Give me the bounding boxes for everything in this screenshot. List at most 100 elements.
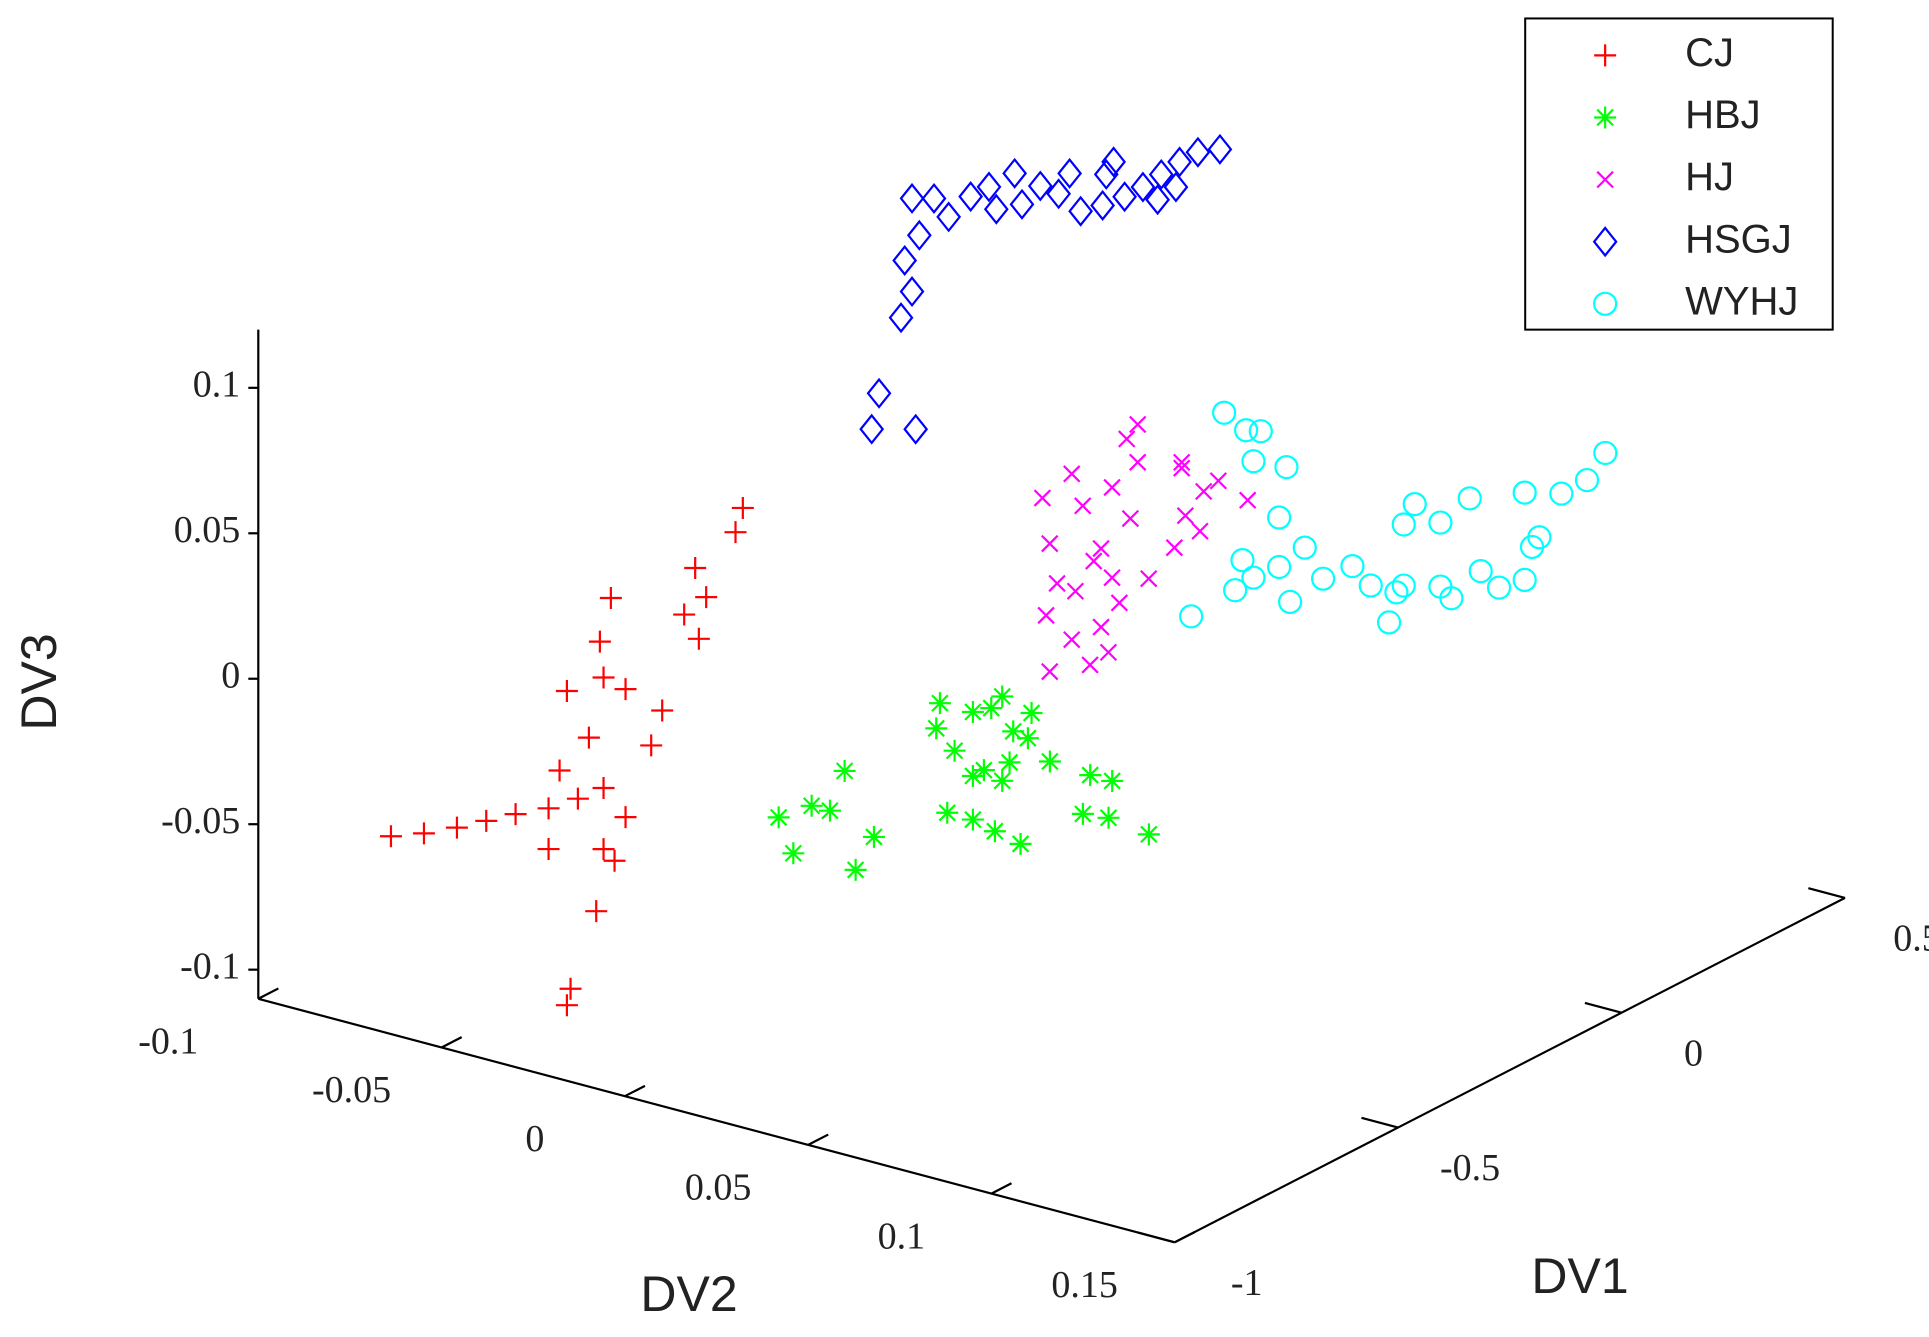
point	[1101, 146, 1127, 178]
point	[379, 825, 402, 848]
x-tick	[1584, 1001, 1622, 1014]
point	[1267, 505, 1292, 530]
y-tick-label: -0.05	[312, 1069, 391, 1111]
point	[1191, 522, 1209, 540]
legend-label: HJ	[1685, 155, 1734, 199]
z-tick-label: -0.1	[180, 945, 240, 987]
point	[1209, 472, 1228, 490]
y-axis-line	[258, 997, 1175, 1244]
legend-label: HBJ	[1685, 93, 1761, 137]
point	[1194, 482, 1213, 501]
point	[961, 700, 984, 723]
point	[800, 794, 823, 817]
point	[559, 977, 582, 1000]
point	[555, 994, 578, 1017]
point	[1130, 171, 1156, 203]
point	[1027, 170, 1053, 202]
point	[1002, 157, 1028, 189]
point	[1173, 453, 1191, 472]
point	[1248, 419, 1273, 444]
point	[1176, 506, 1195, 525]
point	[1527, 525, 1552, 550]
y-axis-title: DV2	[640, 1266, 737, 1322]
point	[1099, 643, 1118, 662]
point	[936, 801, 959, 824]
point	[592, 666, 615, 689]
point	[1041, 534, 1059, 553]
point	[1173, 459, 1191, 477]
point	[614, 806, 637, 829]
point	[983, 193, 1009, 225]
point	[687, 627, 710, 650]
point	[1118, 430, 1136, 448]
point	[1512, 480, 1537, 505]
point	[1574, 467, 1600, 493]
y-tick	[624, 1084, 646, 1098]
point	[1112, 181, 1138, 213]
point	[1278, 589, 1303, 615]
point	[566, 787, 589, 810]
point	[1009, 832, 1032, 855]
point	[475, 809, 498, 832]
point	[1092, 618, 1110, 636]
point	[1292, 535, 1317, 560]
point	[1063, 465, 1081, 483]
point	[640, 734, 663, 757]
point	[592, 777, 615, 800]
point	[695, 586, 718, 609]
point	[1038, 750, 1061, 773]
point	[1037, 606, 1055, 625]
point	[1103, 478, 1121, 497]
y-tick	[257, 987, 279, 1000]
point	[1085, 552, 1103, 570]
point	[859, 413, 885, 445]
point	[599, 586, 622, 609]
point	[1110, 594, 1129, 612]
point	[1238, 491, 1257, 509]
point	[1074, 497, 1092, 515]
point	[412, 822, 435, 845]
point	[899, 276, 925, 308]
point	[928, 692, 951, 715]
point	[1046, 178, 1072, 210]
point	[684, 557, 707, 580]
point	[1041, 662, 1059, 681]
x-tick	[1808, 887, 1846, 899]
point	[1593, 440, 1618, 466]
point	[1101, 769, 1124, 792]
point	[767, 806, 790, 829]
point	[1092, 539, 1110, 558]
x-tick-label: -1	[1231, 1262, 1263, 1304]
point	[588, 630, 611, 653]
point	[603, 849, 626, 872]
point	[731, 496, 754, 519]
point	[818, 799, 841, 822]
point	[782, 842, 805, 865]
point	[1340, 554, 1365, 579]
point	[833, 759, 856, 782]
y-tick-label: -0.1	[138, 1020, 198, 1062]
point	[1002, 720, 1025, 743]
point	[1234, 418, 1259, 443]
point	[1212, 400, 1237, 425]
point	[892, 244, 918, 276]
point	[1230, 548, 1255, 573]
z-tick-label: 0	[221, 654, 240, 696]
point	[1376, 610, 1402, 635]
z-tick-label: 0.05	[174, 509, 241, 551]
point	[958, 181, 984, 213]
point	[1167, 146, 1192, 178]
point	[445, 816, 468, 839]
legend-marker	[1592, 226, 1618, 258]
point	[899, 182, 925, 214]
y-tick-label: 0.1	[878, 1215, 926, 1257]
point	[548, 759, 571, 782]
point	[1457, 486, 1482, 511]
point	[1391, 573, 1416, 598]
point	[673, 603, 696, 626]
point	[906, 219, 932, 251]
point	[1121, 509, 1140, 528]
point	[983, 820, 1006, 843]
point	[888, 302, 914, 334]
point	[1063, 630, 1081, 649]
